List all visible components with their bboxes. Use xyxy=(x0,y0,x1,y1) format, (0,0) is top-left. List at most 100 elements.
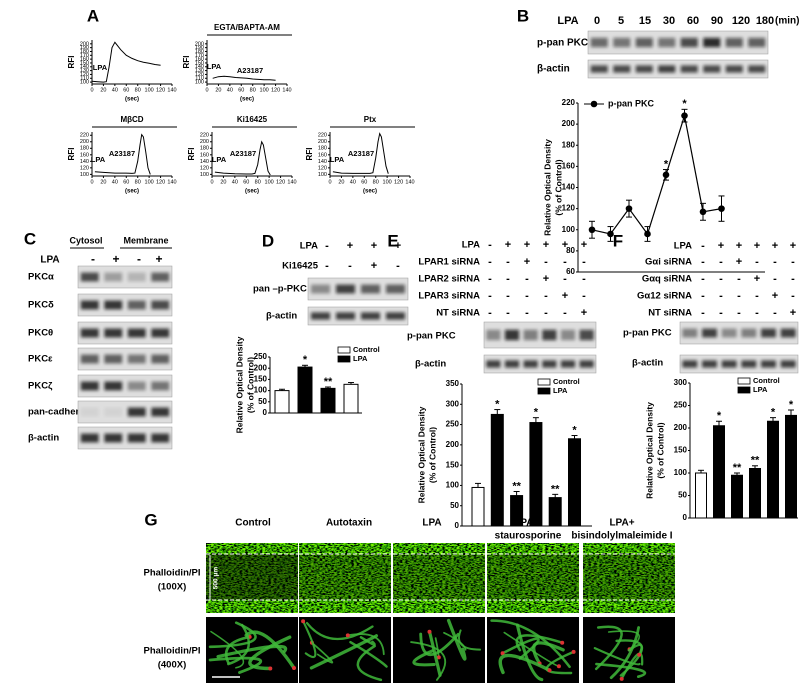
sign: + xyxy=(754,240,760,252)
sign: + xyxy=(395,240,401,252)
condition-label: Gαi siRNA xyxy=(645,257,692,268)
y-tick-label: 130 xyxy=(80,68,89,74)
y-tick-label: 180 xyxy=(195,49,204,55)
y-tick-label: 120 xyxy=(80,165,89,171)
cell xyxy=(305,621,374,641)
sign: - xyxy=(791,290,795,302)
y-tick-label: 220 xyxy=(200,133,209,139)
blot-band xyxy=(80,300,99,310)
nucleus xyxy=(427,629,432,634)
y-tick-label: 100 xyxy=(80,80,89,86)
blot-band xyxy=(703,37,721,48)
significance-mark: * xyxy=(303,354,308,366)
y-tick-label: 120 xyxy=(562,204,576,213)
y-tick-label: 170 xyxy=(195,53,204,59)
sign: + xyxy=(736,240,742,252)
wound-area xyxy=(299,554,391,600)
bar xyxy=(320,387,336,414)
blot-strip xyxy=(679,354,799,374)
x-tick-label: 120 xyxy=(156,87,165,93)
nucleus xyxy=(268,666,273,671)
x-tick-label: 60 xyxy=(123,87,129,93)
blot-band xyxy=(127,354,146,364)
blot-band xyxy=(725,37,743,48)
sign: + xyxy=(155,252,162,266)
nucleus xyxy=(556,664,561,669)
y-tick-label: 100 xyxy=(318,172,327,178)
sign: - xyxy=(563,307,567,319)
blot-band xyxy=(504,360,520,368)
cell xyxy=(443,631,467,651)
sign: + xyxy=(562,290,568,302)
blot-band xyxy=(658,37,676,48)
condition-label: LPA xyxy=(300,241,318,252)
bar xyxy=(713,425,725,519)
nucleus xyxy=(500,651,505,656)
condition-label: NT siRNA xyxy=(436,308,480,319)
blot-band xyxy=(386,312,405,320)
sign: - xyxy=(755,290,759,302)
sign: + xyxy=(371,240,377,252)
y-tick-label: 170 xyxy=(80,53,89,59)
sign: - xyxy=(506,256,510,268)
y-axis-label: (% of Control) xyxy=(245,357,255,413)
cell xyxy=(302,620,317,659)
trace-title: EGTA/BAPTA-AM xyxy=(214,23,280,32)
data-point xyxy=(681,112,688,119)
bar xyxy=(767,420,779,519)
sign: - xyxy=(525,273,529,285)
sign: + xyxy=(543,239,549,251)
sign: + xyxy=(562,239,568,251)
sign: + xyxy=(790,307,796,319)
legend-swatch xyxy=(537,387,551,395)
blot-band xyxy=(702,328,717,338)
y-tick-label: 200 xyxy=(80,41,89,47)
annotation: LPA xyxy=(330,155,345,164)
legend-label: Control xyxy=(753,376,780,385)
y-axis-label: (% of Control) xyxy=(655,422,665,478)
sign: + xyxy=(754,273,760,285)
y-tick-label: 350 xyxy=(446,379,460,388)
legend-swatch xyxy=(337,355,351,363)
blot-band xyxy=(703,65,721,73)
x-tick-label: 20 xyxy=(100,179,106,185)
condition-label: Gα12 siRNA xyxy=(637,291,692,302)
sign: - xyxy=(737,290,741,302)
time-label: 60 xyxy=(687,15,699,27)
annotation: LPA xyxy=(93,63,108,72)
sign: - xyxy=(719,256,723,268)
sign: - xyxy=(488,256,492,268)
x-tick-label: 140 xyxy=(167,87,176,93)
bar xyxy=(548,497,562,527)
trace-title: MβCD xyxy=(120,115,143,124)
sign: - xyxy=(91,252,95,266)
y-axis-label: (% of Control) xyxy=(553,159,563,215)
sign: - xyxy=(506,273,510,285)
blot-band xyxy=(761,360,776,368)
y-tick-label: 160 xyxy=(562,161,576,170)
x-tick-label: 100 xyxy=(265,179,274,185)
column-header: bisindolylmaleimide I xyxy=(571,531,672,542)
trace-line xyxy=(91,41,161,83)
y-tick-label: 80 xyxy=(566,246,575,255)
y-axis-label: RFI xyxy=(67,56,76,69)
blot-strip xyxy=(307,306,409,326)
y-tick-label: 110 xyxy=(195,76,204,82)
cell xyxy=(419,632,460,656)
blot-band xyxy=(780,328,796,338)
y-tick-label: 50 xyxy=(450,501,459,510)
x-tick-label: 20 xyxy=(220,179,226,185)
bar xyxy=(510,495,524,527)
nucleus xyxy=(345,633,350,638)
cell xyxy=(627,643,643,656)
bar xyxy=(568,438,581,527)
cell xyxy=(349,640,388,668)
sign: - xyxy=(755,307,759,319)
x-tick-label: 0 xyxy=(90,179,93,185)
trace-line xyxy=(332,132,389,174)
trace-line xyxy=(212,75,276,81)
micrograph-100x xyxy=(487,543,579,613)
blot-band xyxy=(127,381,146,391)
blot-label: PKCε xyxy=(28,354,53,365)
